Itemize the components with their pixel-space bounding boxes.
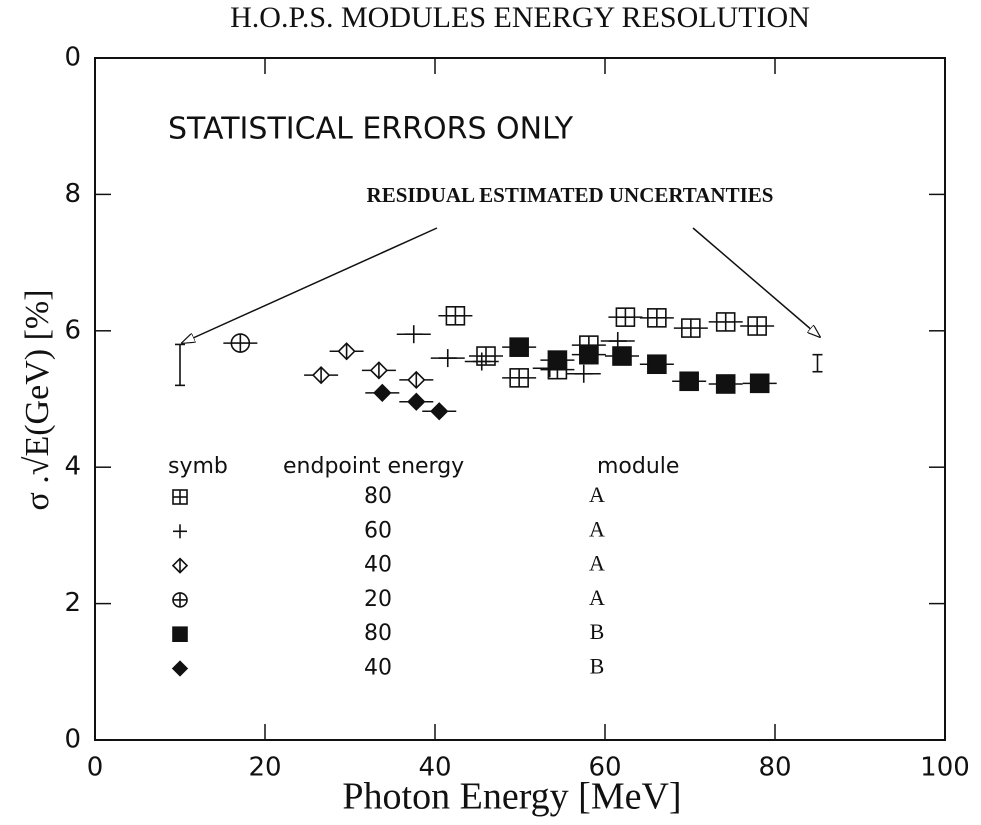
data-point	[502, 337, 537, 357]
legend-symbol	[172, 592, 188, 608]
annotation-arrow	[692, 227, 820, 337]
marker-shape	[509, 337, 529, 357]
data-point	[605, 346, 639, 366]
y-tick-label: 8	[64, 179, 81, 209]
legend-header: endpoint energy	[283, 454, 464, 479]
x-tick-label: 100	[920, 753, 970, 783]
legend-energy: 60	[364, 518, 392, 543]
marker-shape	[647, 354, 667, 375]
legend-energy: 40	[364, 656, 392, 681]
x-tick-label: 60	[588, 753, 621, 783]
data-point	[361, 361, 396, 380]
data-point	[422, 402, 457, 421]
y-tick-label: 0	[64, 43, 81, 73]
legend-module: A	[589, 482, 605, 507]
legend-energy: 80	[364, 621, 392, 646]
legend-energy: 40	[364, 553, 392, 578]
annotation-arrow	[182, 227, 438, 343]
marker-shape	[612, 346, 632, 366]
annotation: STATISTICAL ERRORS ONLY	[168, 112, 574, 147]
uncertainty-bar	[812, 353, 823, 373]
data-point	[304, 365, 339, 385]
legend-symbol	[172, 489, 188, 505]
annotation: RESIDUAL ESTIMATED UNCERTANTIES	[367, 183, 774, 207]
legend-energy: 20	[364, 587, 392, 612]
legend-module: B	[590, 654, 605, 679]
data-point	[708, 374, 743, 394]
data-point	[399, 370, 434, 390]
data-point	[329, 342, 364, 361]
data-point	[540, 350, 575, 370]
y-tick-label: 2	[64, 588, 81, 618]
data-point	[608, 307, 643, 327]
data-point	[464, 352, 499, 371]
marker-shape	[715, 374, 736, 394]
marker-shape	[171, 660, 189, 677]
marker-shape	[373, 383, 392, 402]
marker-shape	[749, 373, 770, 394]
legend-module: A	[589, 551, 605, 576]
data-point	[639, 354, 674, 375]
legend-module: B	[590, 619, 605, 644]
chart-title: H.O.P.S. MODULES ENERGY RESOLUTION	[230, 1, 810, 34]
data-point	[740, 316, 775, 336]
x-tick-label: 80	[758, 753, 791, 783]
marker-shape	[579, 344, 599, 365]
x-tick-label: 20	[248, 753, 281, 783]
data-point	[430, 349, 465, 368]
marker-shape	[430, 402, 449, 421]
data-point	[673, 318, 708, 338]
legend-symbol	[171, 660, 189, 677]
y-tick-label: 0	[64, 725, 81, 755]
plot-frame	[94, 57, 946, 741]
data-point	[708, 312, 743, 332]
legend-header: symb	[168, 454, 228, 479]
x-axis-label: Photon Energy [MeV]	[342, 776, 681, 818]
marker-shape	[172, 626, 188, 643]
data-point	[502, 368, 537, 388]
data-point	[469, 346, 503, 366]
legend-header: module	[597, 454, 679, 479]
data-point	[566, 364, 601, 383]
data-point	[223, 333, 258, 353]
data-point	[672, 371, 707, 392]
x-tick-label: 40	[418, 753, 451, 783]
marker-shape	[407, 392, 426, 411]
legend-module: A	[589, 516, 605, 541]
y-tick-label: 6	[64, 315, 81, 345]
legend-symbol	[171, 557, 189, 574]
uncertainty-bar	[175, 343, 185, 387]
data-point	[365, 383, 400, 402]
y-tick-label: 4	[64, 452, 81, 482]
data-point	[742, 373, 777, 394]
legend-energy: 80	[364, 484, 392, 509]
marker-shape	[679, 371, 699, 392]
data-point	[639, 308, 674, 328]
data-point	[438, 305, 473, 326]
y-axis-label: σ .√E(GeV) [%]	[19, 289, 56, 510]
legend-symbol	[172, 626, 188, 643]
data-point	[399, 392, 434, 411]
data-point	[396, 325, 431, 344]
legend-module: A	[589, 585, 605, 610]
data-point	[571, 344, 606, 365]
marker-shape	[547, 350, 568, 370]
x-tick-label: 0	[87, 753, 104, 783]
legend-symbol	[173, 524, 187, 539]
